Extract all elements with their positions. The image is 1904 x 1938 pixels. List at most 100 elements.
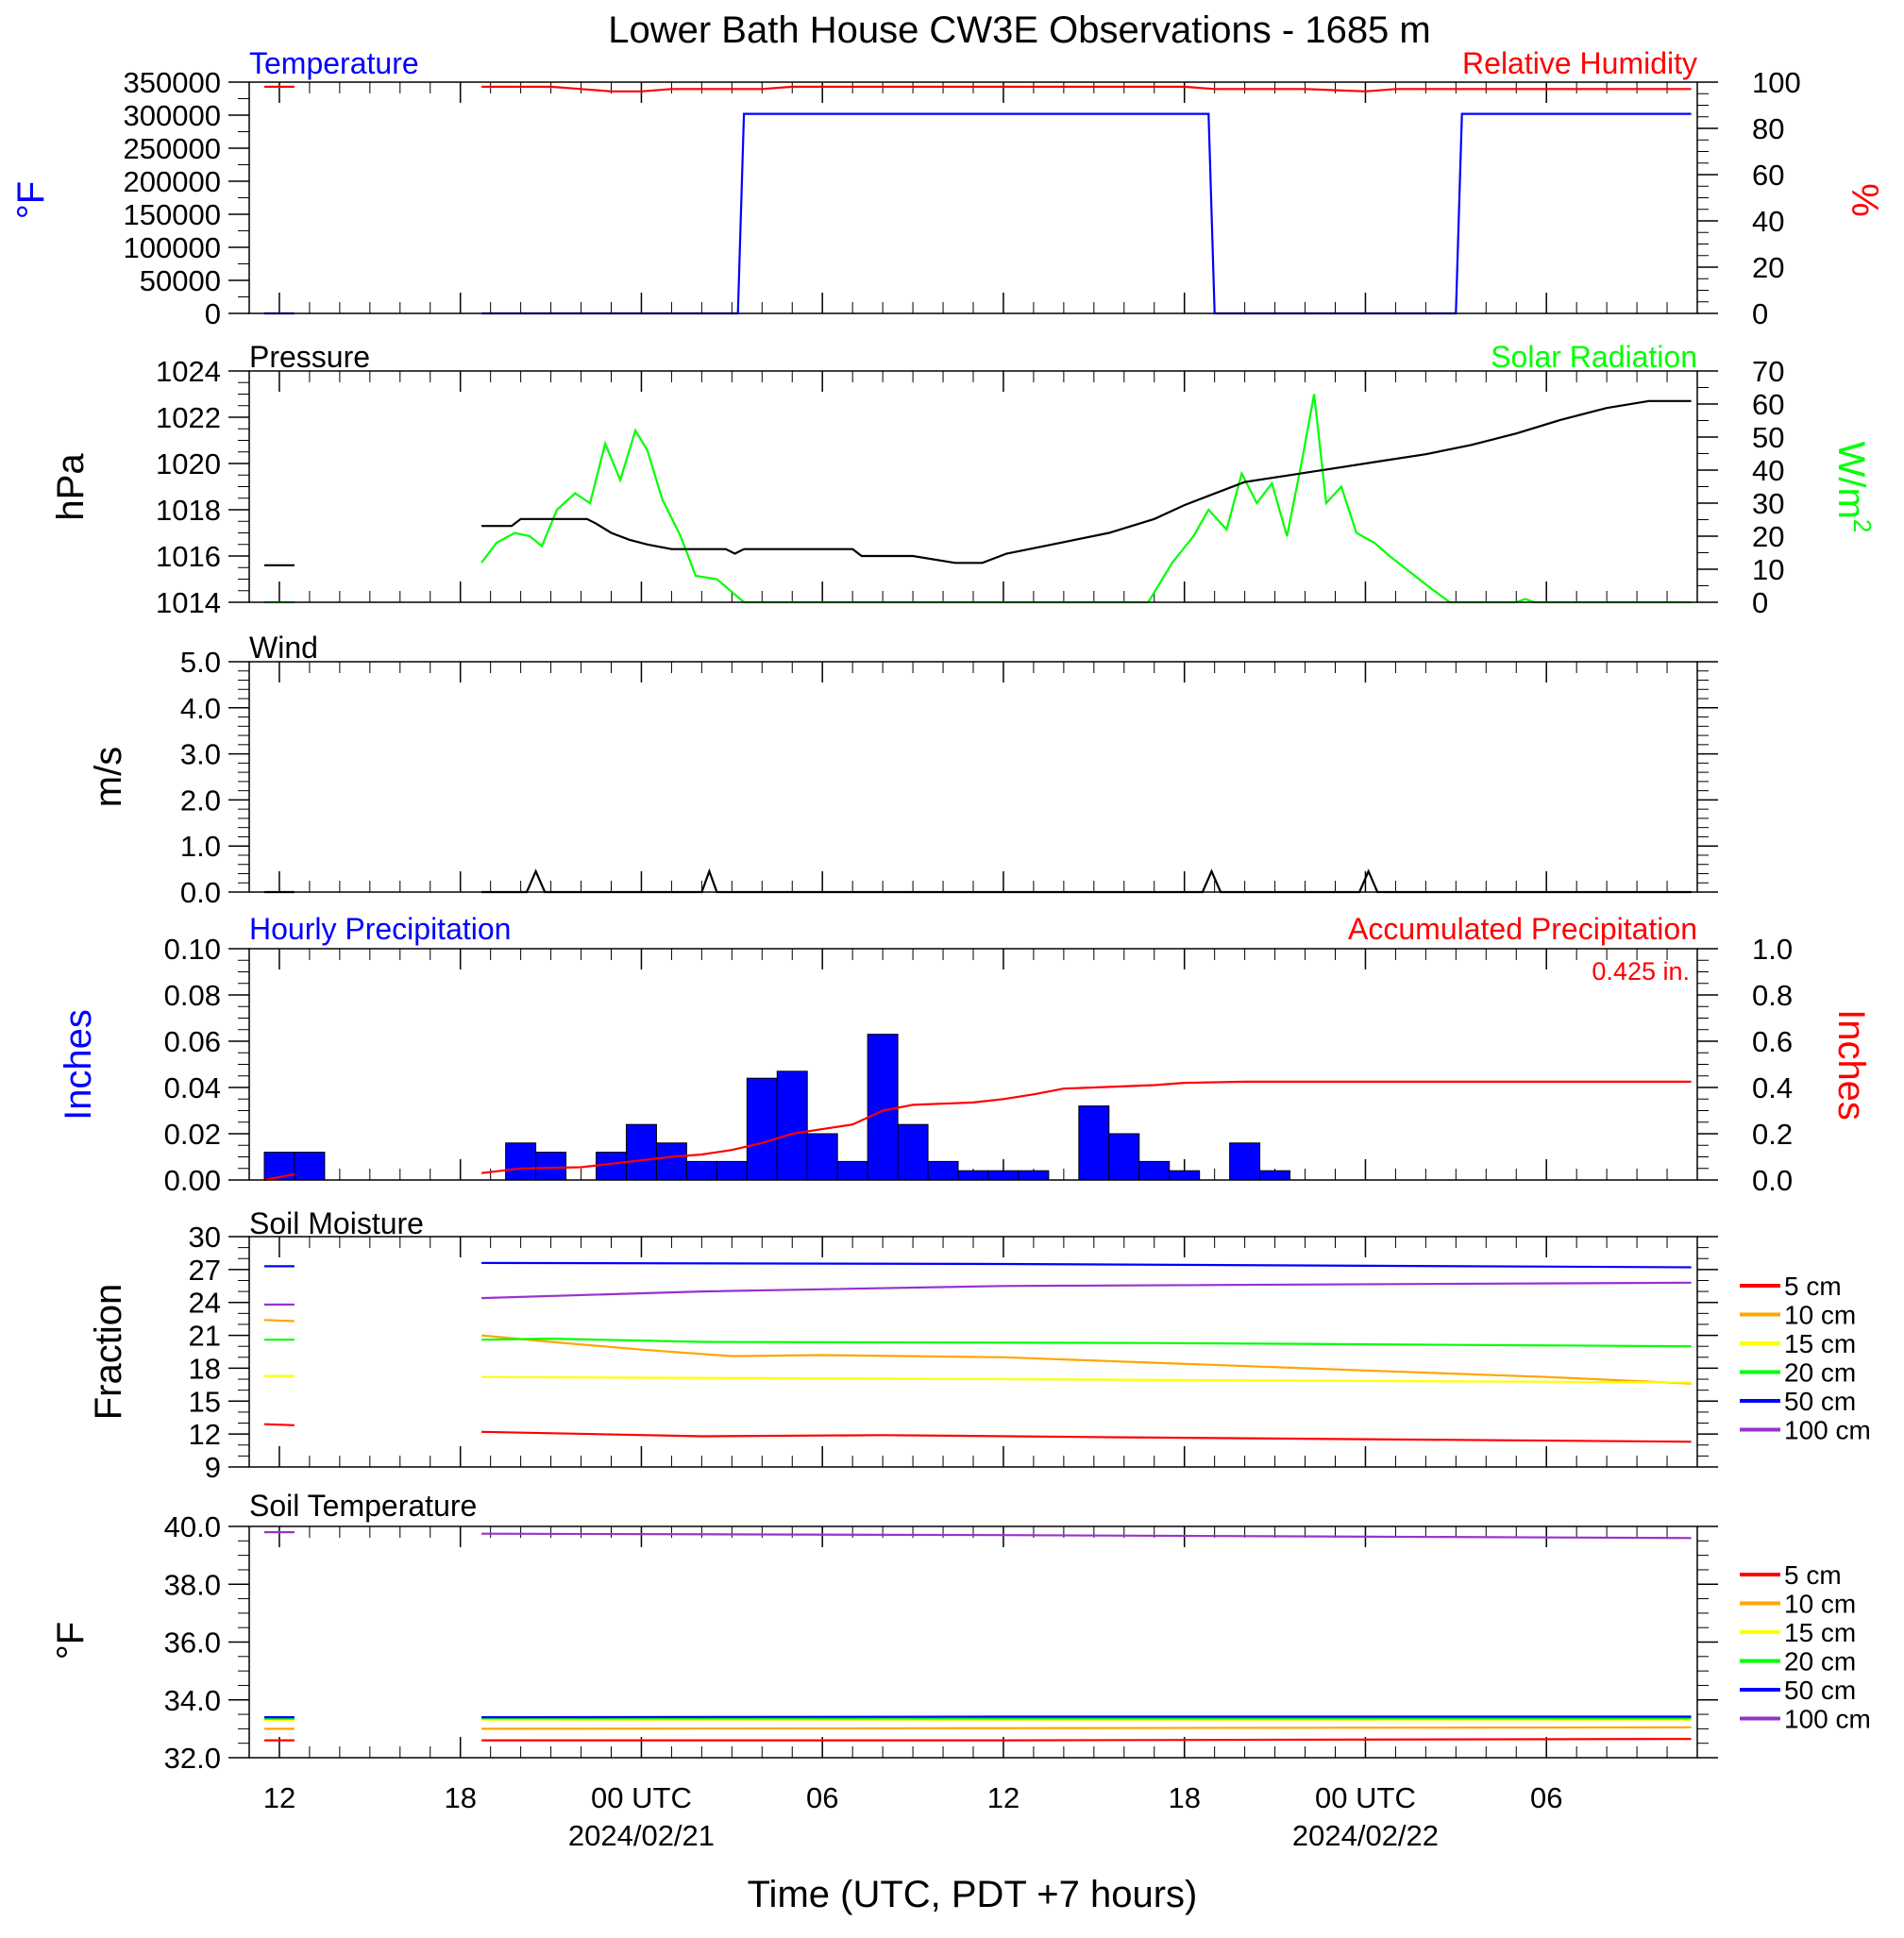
legend-label: 10 cm <box>1784 1590 1856 1619</box>
pressure-solar-panel: Pressure Solar Radiation hPa W/m2 101410… <box>50 340 1877 619</box>
precip-bar <box>897 1123 929 1181</box>
temperature-axis-tick-label: 0 <box>205 297 221 330</box>
precip-bar <box>1078 1105 1110 1181</box>
solar-axis-tick-label: 40 <box>1752 454 1784 487</box>
precip-bar <box>1259 1170 1291 1181</box>
accum-precip-title: Accumulated Precipitation <box>1348 912 1697 946</box>
legend-label: 15 cm <box>1784 1618 1856 1647</box>
humidity-axis-tick-label: 40 <box>1752 205 1784 238</box>
soil-moisture-axis-tick-label: 21 <box>189 1320 221 1353</box>
temperature-axis-tick-label: 250000 <box>124 132 221 165</box>
soil-moisture-line <box>264 1374 1692 1384</box>
accum-precip-axis-tick-label: 0.0 <box>1752 1164 1793 1197</box>
precip-bar <box>1018 1170 1050 1181</box>
wind-axis-ticks: 0.0 1.0 2.0 3.0 4.0 5.0 <box>180 646 249 909</box>
hourly-precip-axis-tick-label: 0.04 <box>164 1071 221 1104</box>
hourly-precip-axis-ticks: 0.00 0.02 0.04 0.06 0.08 0.10 <box>164 933 249 1197</box>
precip-bar <box>746 1077 778 1181</box>
precip-bar <box>957 1170 989 1181</box>
soil-temp-series <box>264 1531 1692 1742</box>
x-tick-label: 12 <box>263 1781 295 1814</box>
precip-bar <box>806 1133 838 1181</box>
precip-bar <box>655 1142 687 1181</box>
soil-moisture-line <box>264 1261 1692 1269</box>
x-tick-label: 06 <box>1530 1781 1562 1814</box>
temperature-axis-tick-label: 350000 <box>124 66 221 99</box>
precip-bar <box>716 1160 748 1181</box>
soil-moisture-title: Soil Moisture <box>249 1206 424 1240</box>
soil-moisture-axis-tick-label: 9 <box>205 1451 221 1484</box>
x-axis-labels: 12 18 00 UTC 2024/02/21 06 12 18 00 UTC 2024/02/… <box>263 1781 1563 1852</box>
wind-axis-tick-label: 5.0 <box>180 646 221 679</box>
precip-panel: Hourly Precipitation Accumulated Precipi… <box>58 912 1872 1197</box>
accum-precip-axis-tick-label: 0.2 <box>1752 1118 1793 1151</box>
wind-axis-tick-label: 4.0 <box>180 692 221 725</box>
x-date-label: 2024/02/22 <box>1292 1819 1439 1852</box>
precip-bar <box>867 1034 899 1181</box>
accum-precip-axis-tick-label: 0.6 <box>1752 1025 1793 1058</box>
precip-bar <box>776 1070 808 1181</box>
temperature-unit: °F <box>10 181 52 219</box>
accum-precip-axis-ticks: 0.0 0.2 0.4 0.6 0.8 1.0 <box>1697 933 1793 1197</box>
pressure-line <box>264 399 1692 566</box>
solar-axis-tick-label: 0 <box>1752 586 1768 619</box>
precip-bar <box>505 1142 537 1181</box>
soil-moisture-x-ticks <box>278 1237 1668 1467</box>
x-date-label: 2024/02/21 <box>568 1819 715 1852</box>
accum-precip-unit: Inches <box>1830 1009 1872 1121</box>
soil-temp-frame <box>248 1525 1698 1759</box>
accum-precip-axis-tick-label: 0.4 <box>1752 1071 1793 1104</box>
soil-moisture-axis-tick-label: 18 <box>189 1352 221 1385</box>
x-tick-label: 00 UTC <box>1315 1781 1416 1814</box>
wind-axis-tick-label: 1.0 <box>180 830 221 863</box>
precip-frame <box>248 948 1698 1181</box>
soil-moisture-series <box>263 1261 1692 1443</box>
soil-temp-line <box>264 1718 1692 1722</box>
legend-label: 5 cm <box>1784 1272 1842 1301</box>
humidity-unit: % <box>1844 183 1885 217</box>
x-tick-label: 18 <box>444 1781 476 1814</box>
wind-right-ticks <box>1697 661 1718 893</box>
legend-label: 20 cm <box>1784 1358 1856 1388</box>
wind-panel: Wind m/s 0.0 1.0 2.0 3.0 4.0 5.0 <box>88 631 1718 909</box>
pressure-axis-tick-label: 1014 <box>156 586 221 619</box>
soil-moisture-axis-tick-label: 15 <box>189 1385 221 1418</box>
x-tick-label: 00 UTC <box>591 1781 692 1814</box>
x-tick-label: 06 <box>806 1781 838 1814</box>
soil-temp-axis-tick-label: 32.0 <box>164 1742 221 1775</box>
soil-temp-axis-ticks: 32.0 34.0 36.0 38.0 40.0 <box>164 1510 249 1775</box>
soil-moisture-line <box>264 1337 1692 1348</box>
soil-moisture-line <box>264 1281 1692 1306</box>
temp-rh-series <box>264 85 1692 315</box>
wind-frame <box>248 661 1698 893</box>
soil-moisture-axis-tick-label: 30 <box>189 1221 221 1254</box>
hourly-precip-unit: Inches <box>58 1009 99 1121</box>
chart-title: Lower Bath House CW3E Observations - 168… <box>608 9 1431 51</box>
legend-label: 15 cm <box>1784 1329 1856 1358</box>
soil-temp-unit: °F <box>50 1622 92 1660</box>
precip-bar <box>1169 1170 1201 1181</box>
wind-unit: m/s <box>88 747 129 807</box>
x-tick-label: 18 <box>1168 1781 1200 1814</box>
precip-x-ticks <box>278 949 1668 1180</box>
x-tick-label: 12 <box>987 1781 1019 1814</box>
temperature-line <box>264 112 1692 315</box>
pressure-title: Pressure <box>249 340 370 374</box>
legend-label: 10 cm <box>1784 1301 1856 1330</box>
soil-temp-axis-tick-label: 34.0 <box>164 1684 221 1717</box>
accum-precip-axis-tick-label: 1.0 <box>1752 933 1793 966</box>
solar-axis-tick-label: 70 <box>1752 355 1784 388</box>
soil-temp-title: Soil Temperature <box>249 1489 477 1523</box>
legend-label: 50 cm <box>1784 1676 1856 1705</box>
humidity-line <box>264 85 1692 93</box>
wind-series <box>264 868 1692 894</box>
precip-bar <box>625 1123 657 1181</box>
soil-temp-line <box>264 1715 1692 1719</box>
solar-unit-base: W/m <box>1830 442 1872 519</box>
hourly-precip-axis-tick-label: 0.10 <box>164 933 221 966</box>
pressure-axis-ticks: 1014 1016 1018 1020 1022 1024 <box>156 355 249 619</box>
